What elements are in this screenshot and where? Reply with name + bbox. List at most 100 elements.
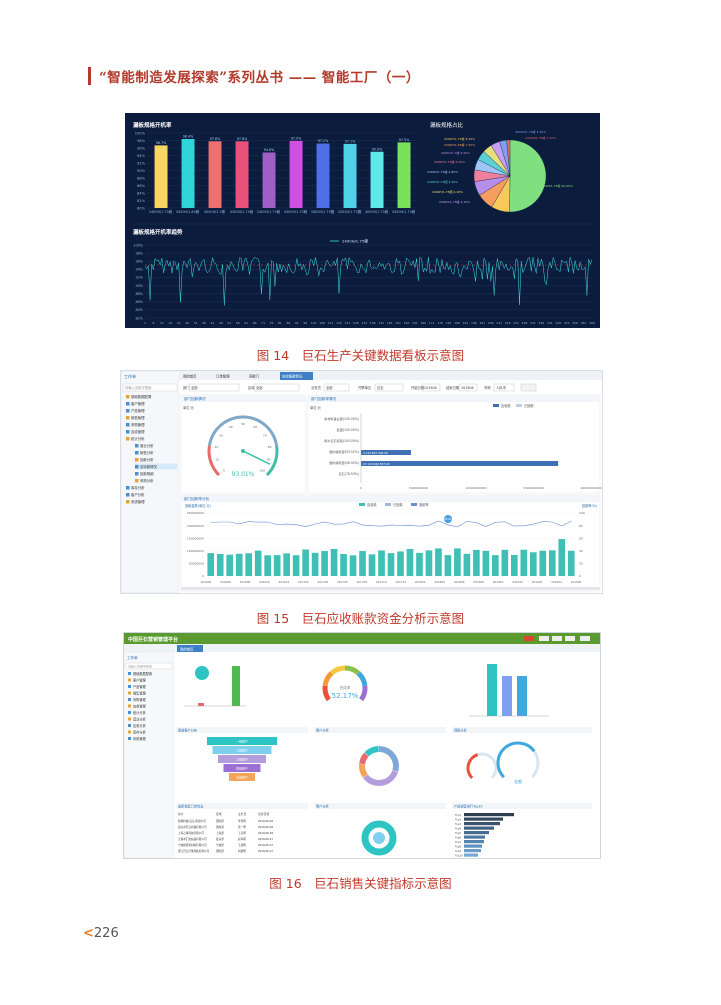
- trend-x-tick: 51: [227, 321, 231, 325]
- top10-rank: Top3: [455, 822, 461, 826]
- orders-cell: 2019-06-28: [258, 831, 273, 835]
- filter-label: 201906: [461, 386, 474, 390]
- orders-cell: 2019-06-27: [258, 843, 273, 847]
- combo-bar: [416, 552, 423, 576]
- filter-label: 结束日期: [446, 385, 460, 390]
- panel-title: 回款分析: [454, 728, 468, 733]
- tab: 我的首页: [183, 374, 197, 379]
- combo-x-tick: 201812: [512, 580, 523, 584]
- top-bar-button: [565, 636, 575, 641]
- combo-x-tick: 201804: [434, 580, 445, 584]
- combo-bar: [539, 550, 547, 576]
- trend-y-tick: 88%: [135, 292, 143, 296]
- donut-segment: [359, 763, 368, 778]
- combo-bar: [511, 554, 518, 576]
- top10-bar: [464, 826, 494, 830]
- combo-bar: [501, 549, 509, 576]
- folder-icon: [135, 465, 139, 469]
- rate-gauge-label: 金额: [514, 778, 522, 784]
- filter-label: 巨石: [377, 386, 384, 390]
- completion-gauge-segment: [322, 685, 331, 702]
- panel-title: 产品销售排行Top10: [454, 804, 483, 809]
- tab: 回款门: [249, 374, 260, 379]
- panel-dept-collection-header: [181, 395, 306, 402]
- filter-select: [458, 383, 478, 392]
- combo-y-tick: 100000000: [187, 549, 204, 553]
- trend-y-tick: 90%: [135, 284, 143, 288]
- combo-x-tick: 201712: [395, 580, 406, 584]
- rate-gauge-fill: [496, 741, 536, 779]
- combo-x-tick: 201702: [298, 580, 309, 584]
- trend-x-tick: 16: [168, 321, 172, 325]
- gauge-band-low: [207, 445, 221, 477]
- top10-bar: [464, 844, 482, 848]
- folder-icon: [135, 479, 139, 483]
- panel-header: [452, 727, 592, 733]
- filter-bar: [179, 381, 602, 392]
- filter-label: 区域: [248, 385, 255, 390]
- gauge-value: 93.01%: [232, 471, 255, 478]
- bar-value-label: 97.9%: [291, 136, 301, 140]
- trend-x-tick: 166: [420, 321, 426, 325]
- folder-icon: [126, 500, 130, 504]
- bar: [397, 142, 411, 208]
- completion-value: 52.17%: [332, 692, 359, 700]
- hbar-legend-swatch: [493, 404, 499, 407]
- right-bar: [487, 664, 497, 716]
- trend-series-line: [144, 256, 593, 306]
- panel-dept-collection-title: 部门回款情况: [184, 396, 206, 401]
- trend-y-tick: 98%: [135, 251, 143, 255]
- bar-x-label: 4000H/1.7峰: [204, 209, 226, 214]
- bar: [154, 145, 168, 208]
- brand-title: 中国巨石营销管理平台: [128, 636, 178, 643]
- sidebar-item: 客户管理: [131, 401, 145, 406]
- trend-x-tick: 146: [387, 321, 393, 325]
- bar-value-label: 94.8%: [264, 148, 274, 152]
- bar-x-label: 4300H/1.65峰: [176, 209, 200, 214]
- combo-tooltip-value: 93.01: [444, 517, 452, 521]
- orders-cell: 国际部: [216, 849, 224, 853]
- completion-gauge-segment: [344, 665, 361, 676]
- sidebar-item: 系统管理: [131, 499, 145, 504]
- bar: [316, 143, 330, 208]
- bar-x-label: 4300H/1.75峰: [392, 209, 416, 214]
- header-accent-bar: [88, 67, 91, 85]
- folder-icon: [128, 704, 131, 708]
- completion-gauge-segment: [359, 685, 368, 702]
- orders-cell: 王建明: [238, 843, 246, 847]
- hbar-row-label: 巨石(78.53%): [339, 472, 359, 476]
- combo-bar: [321, 551, 328, 576]
- combo-x-tick: 201708: [356, 580, 367, 584]
- trend-y-tick: 92%: [135, 276, 143, 280]
- combo-tooltip-marker: [444, 515, 452, 523]
- combo-bar: [340, 553, 347, 576]
- trend-x-tick: 181: [446, 321, 452, 325]
- bar: [370, 151, 384, 208]
- trend-x-tick: 241: [547, 321, 553, 325]
- gauge-tick: 10: [215, 458, 219, 462]
- bar: [235, 141, 249, 208]
- bar-x-label: 4300H/1.75圆: [338, 210, 362, 214]
- tab-active-bg: [280, 372, 313, 380]
- search-button: [520, 383, 537, 392]
- folder-icon: [128, 717, 131, 721]
- tab: 应收账款情况: [282, 374, 303, 379]
- unit-label: 单位:元: [310, 405, 322, 410]
- orders-cell: 刘建明: [238, 849, 246, 853]
- combo-bar: [406, 548, 414, 576]
- trend-x-tick: 141: [378, 321, 384, 325]
- combo-bar: [567, 550, 575, 576]
- gauge-tick: 40: [229, 425, 233, 429]
- orders-cell: 嘉兴市巨石机械有限公司: [178, 825, 207, 829]
- panel-title: 渠道客户分布: [178, 728, 197, 733]
- sidebar-item: 采购管理: [131, 422, 145, 427]
- combo-legend: 回款率: [419, 502, 429, 507]
- page-number-value: 226: [93, 926, 119, 941]
- gauge-tick: 90: [267, 458, 271, 462]
- bar-x-label: 4000H/1.75峰: [365, 209, 389, 214]
- top10-rank: Top4: [455, 826, 461, 830]
- trend-x-tick: 31: [194, 321, 198, 325]
- filter-select: [188, 383, 240, 392]
- customer-donut: [361, 820, 397, 856]
- unit-label: 单位:元: [183, 405, 195, 410]
